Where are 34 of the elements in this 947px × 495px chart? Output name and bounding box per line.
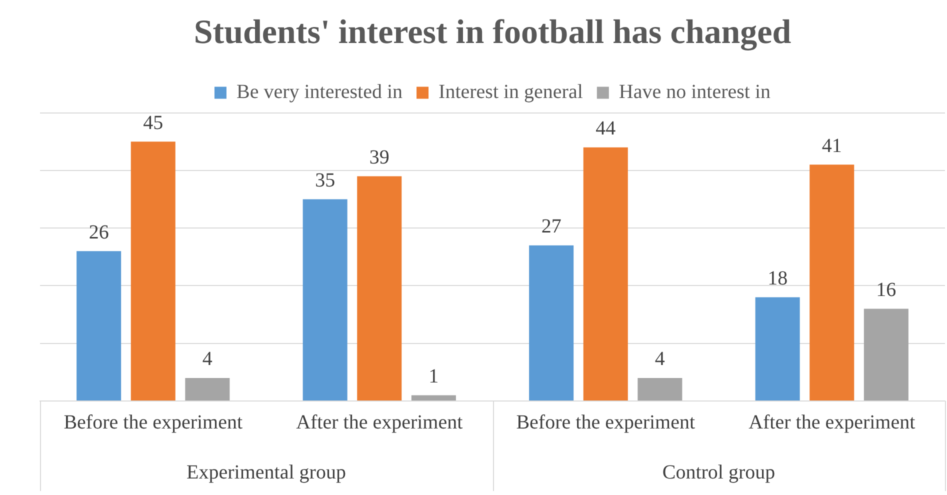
bar [185, 378, 230, 400]
bar [810, 164, 854, 400]
bar [357, 176, 402, 400]
bar [529, 245, 574, 400]
bar [411, 395, 456, 400]
bar [755, 297, 800, 400]
x-tick-label: After the experiment [296, 411, 464, 434]
data-label: 35 [315, 170, 336, 192]
data-label: 39 [369, 146, 390, 168]
text: Experimental group [186, 461, 346, 484]
bar [130, 142, 176, 400]
data-label: 44 [596, 118, 616, 140]
data-label: 45 [143, 112, 164, 134]
data-label: 26 [88, 221, 109, 244]
data-label: 16 [876, 279, 896, 302]
data-label: 27 [541, 216, 562, 238]
legend-label: Have no interest in [618, 81, 771, 104]
bar [638, 378, 682, 400]
data-label: 1 [428, 365, 439, 388]
data-label: 41 [822, 134, 842, 157]
data-label: 4 [654, 348, 665, 370]
chart-title: Students' interest in football has changed [194, 14, 792, 52]
bar [302, 199, 348, 400]
x-tick-label: Before the experiment [64, 411, 243, 434]
bar [583, 147, 628, 400]
legend-label: Be very interested in [236, 81, 403, 104]
legend-label: Interest in general [438, 81, 584, 104]
data-label: 4 [202, 348, 212, 370]
bar [76, 251, 122, 400]
text: Control group [662, 461, 776, 484]
data-label: 18 [768, 268, 788, 290]
x-tick-label: Before the experiment [516, 411, 696, 434]
x-tick-label: After the experiment [748, 411, 916, 434]
bar [864, 308, 908, 400]
